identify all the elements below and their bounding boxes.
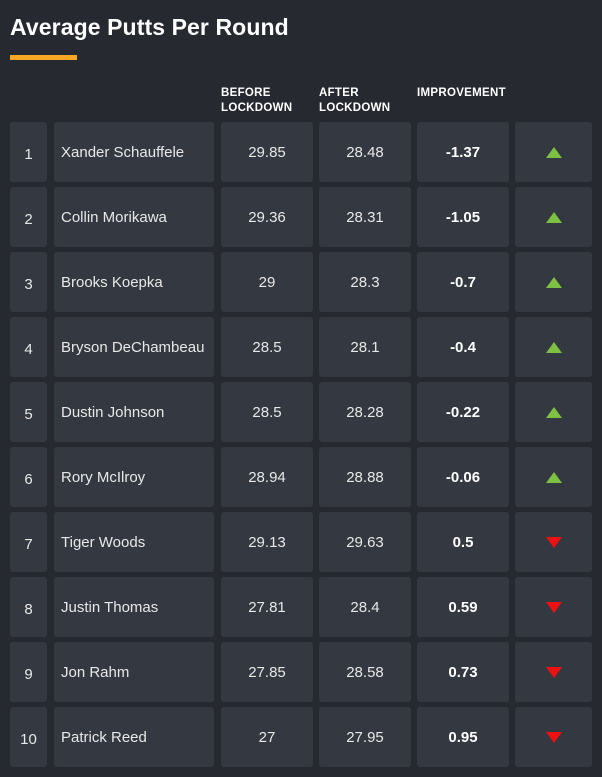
triangle-down-icon: [545, 666, 562, 678]
trend-cell: [515, 187, 592, 247]
header-line: BEFORE: [221, 87, 271, 99]
page-title: Average Putts Per Round: [10, 14, 289, 40]
player-name-cell: Bryson DeChambeau: [54, 317, 214, 377]
player-name-cell: Brooks Koepka: [54, 252, 214, 312]
table-row: 8 Justin Thomas 27.81 28.4 0.59: [10, 577, 592, 637]
triangle-up-icon: [545, 211, 562, 223]
after-lockdown-cell: 28.4: [319, 577, 411, 637]
title-underline: [10, 55, 77, 60]
triangle-up-icon: [545, 341, 562, 353]
triangle-down-icon: [545, 731, 562, 743]
header-line: LOCKDOWN: [221, 102, 293, 114]
improvement-cell: 0.95: [417, 707, 509, 767]
improvement-cell: -0.7: [417, 252, 509, 312]
improvement-cell: -0.06: [417, 447, 509, 507]
table-row: 2 Collin Morikawa 29.36 28.31 -1.05: [10, 187, 592, 247]
before-lockdown-cell: 29.13: [221, 512, 313, 572]
header-line: LOCKDOWN: [319, 102, 391, 114]
before-lockdown-cell: 28.5: [221, 317, 313, 377]
after-lockdown-cell: 28.31: [319, 187, 411, 247]
triangle-up-icon: [545, 276, 562, 288]
improvement-cell: 0.5: [417, 512, 509, 572]
trend-cell: [515, 122, 592, 182]
player-name-cell: Patrick Reed: [54, 707, 214, 767]
rank-cell: 7: [10, 512, 47, 572]
table-row: 9 Jon Rahm 27.85 28.58 0.73: [10, 642, 592, 702]
rank-cell: 1: [10, 122, 47, 182]
rank-cell: 3: [10, 252, 47, 312]
before-lockdown-cell: 29.85: [221, 122, 313, 182]
after-lockdown-cell: 28.3: [319, 252, 411, 312]
table-row: 5 Dustin Johnson 28.5 28.28 -0.22: [10, 382, 592, 442]
before-lockdown-cell: 27.81: [221, 577, 313, 637]
triangle-up-icon: [545, 471, 562, 483]
table-row: 10 Patrick Reed 27 27.95 0.95: [10, 707, 592, 767]
trend-cell: [515, 252, 592, 312]
rank-cell: 9: [10, 642, 47, 702]
after-lockdown-cell: 28.1: [319, 317, 411, 377]
triangle-down-icon: [545, 536, 562, 548]
improvement-cell: -1.37: [417, 122, 509, 182]
improvement-cell: -0.4: [417, 317, 509, 377]
player-name-cell: Justin Thomas: [54, 577, 214, 637]
player-name-cell: Jon Rahm: [54, 642, 214, 702]
player-name-cell: Tiger Woods: [54, 512, 214, 572]
before-lockdown-cell: 28.94: [221, 447, 313, 507]
rank-cell: 4: [10, 317, 47, 377]
after-lockdown-cell: 29.63: [319, 512, 411, 572]
player-name-cell: Rory McIlroy: [54, 447, 214, 507]
after-lockdown-cell: 28.28: [319, 382, 411, 442]
table-row: 6 Rory McIlroy 28.94 28.88 -0.06: [10, 447, 592, 507]
triangle-down-icon: [545, 601, 562, 613]
header-line: AFTER: [319, 87, 359, 99]
table-row: 1 Xander Schauffele 29.85 28.48 -1.37: [10, 122, 592, 182]
after-lockdown-cell: 28.88: [319, 447, 411, 507]
trend-cell: [515, 317, 592, 377]
triangle-up-icon: [545, 406, 562, 418]
before-lockdown-cell: 27.85: [221, 642, 313, 702]
trend-cell: [515, 642, 592, 702]
before-lockdown-cell: 29.36: [221, 187, 313, 247]
trend-cell: [515, 447, 592, 507]
player-name-cell: Collin Morikawa: [54, 187, 214, 247]
rank-cell: 8: [10, 577, 47, 637]
improvement-cell: 0.73: [417, 642, 509, 702]
after-lockdown-cell: 27.95: [319, 707, 411, 767]
before-lockdown-cell: 27: [221, 707, 313, 767]
improvement-cell: -0.22: [417, 382, 509, 442]
table-row: 7 Tiger Woods 29.13 29.63 0.5: [10, 512, 592, 572]
before-lockdown-cell: 28.5: [221, 382, 313, 442]
trend-cell: [515, 382, 592, 442]
improvement-cell: 0.59: [417, 577, 509, 637]
column-header-before: BEFORE LOCKDOWN: [221, 86, 292, 116]
trend-cell: [515, 577, 592, 637]
rank-cell: 10: [10, 707, 47, 767]
after-lockdown-cell: 28.58: [319, 642, 411, 702]
player-name-cell: Xander Schauffele: [54, 122, 214, 182]
table-row: 3 Brooks Koepka 29 28.3 -0.7: [10, 252, 592, 312]
before-lockdown-cell: 29: [221, 252, 313, 312]
rank-cell: 6: [10, 447, 47, 507]
trend-cell: [515, 512, 592, 572]
player-name-cell: Dustin Johnson: [54, 382, 214, 442]
trend-cell: [515, 707, 592, 767]
triangle-up-icon: [545, 146, 562, 158]
column-header-improvement: IMPROVEMENT: [417, 87, 506, 99]
after-lockdown-cell: 28.48: [319, 122, 411, 182]
table-row: 4 Bryson DeChambeau 28.5 28.1 -0.4: [10, 317, 592, 377]
rank-cell: 2: [10, 187, 47, 247]
leaderboard-table: 1 Xander Schauffele 29.85 28.48 -1.37 2 Collin…: [10, 122, 592, 772]
improvement-cell: -1.05: [417, 187, 509, 247]
column-header-after: AFTER LOCKDOWN: [319, 86, 390, 116]
rank-cell: 5: [10, 382, 47, 442]
